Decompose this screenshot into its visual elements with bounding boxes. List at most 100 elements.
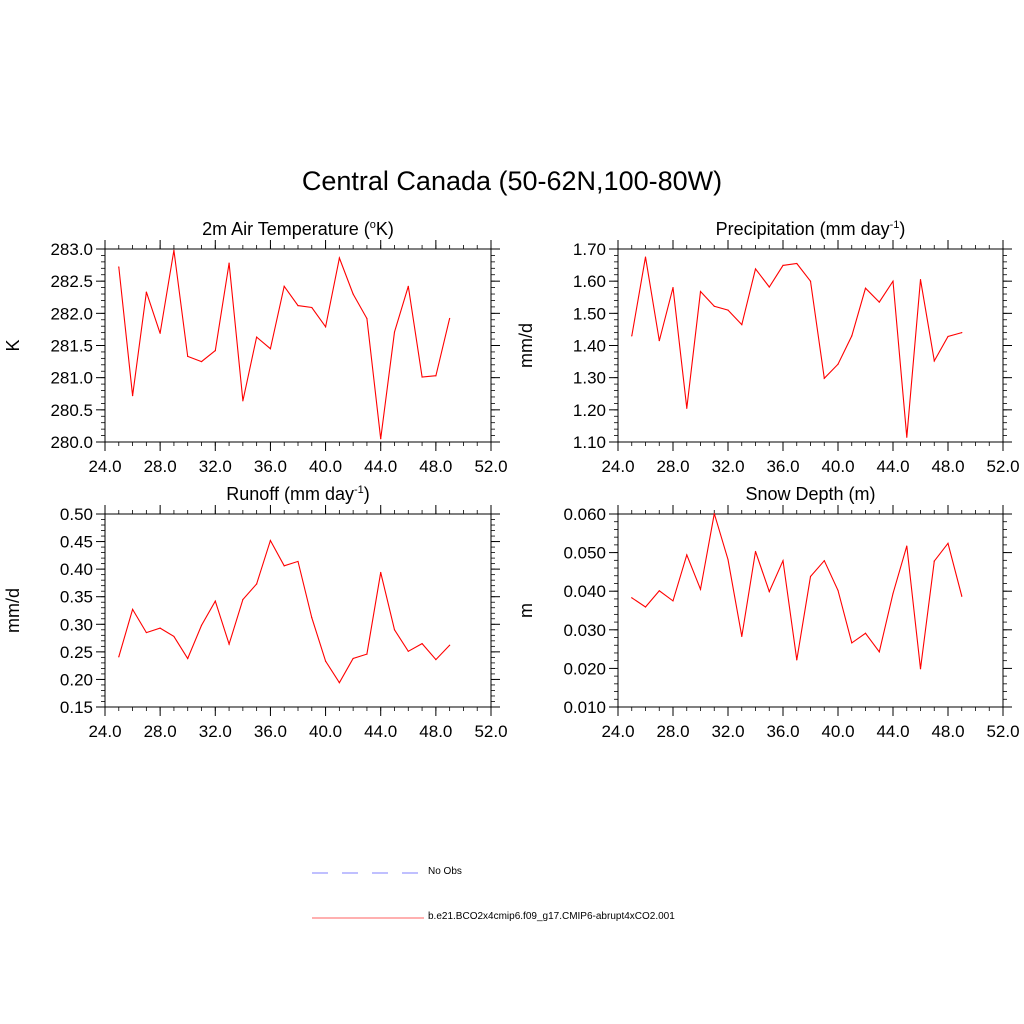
y-tick-label: 0.40 [60,560,93,579]
y-tick-label: 280.5 [50,401,93,420]
plot-frame-snow-depth [617,513,1004,708]
data-point [631,335,633,337]
data-point [118,656,120,658]
y-tick-label: 1.60 [573,272,606,291]
data-point [919,668,922,670]
data-point [449,317,451,320]
x-tick-label: 28.0 [144,722,177,741]
data-point [435,375,437,377]
data-point [741,323,743,326]
y-tick-label: 1.20 [573,401,606,420]
x-tick-label: 44.0 [364,457,397,476]
x-tick-label: 40.0 [821,722,854,741]
x-tick-label: 28.0 [144,457,177,476]
x-tick-label: 36.0 [766,722,799,741]
x-tick-label: 40.0 [309,722,342,741]
data-point [421,376,423,378]
data-point [338,257,340,259]
legend-item-model: b.e21.BCO2x4cmip6.f09_g17.CMIP6-abrupt4x… [310,908,1010,928]
data-point [214,600,216,602]
data-point [768,590,770,593]
x-tick-label: 52.0 [474,457,507,476]
panel-title-runoff: Runoff (mm day-1) [226,484,370,504]
y-tick-label: 0.20 [60,670,93,689]
x-tick-label: 32.0 [199,457,232,476]
x-tick-label: 36.0 [254,457,287,476]
data-point [768,286,770,288]
data-point [311,617,313,619]
y-tick-label: 0.35 [60,588,93,607]
data-point [393,629,396,631]
data-point [947,542,949,544]
y-tick-label: 1.70 [573,240,606,259]
data-point [131,608,134,610]
data-point [933,360,935,362]
data-point [851,335,853,337]
data-point [393,331,396,333]
data-point [864,287,867,289]
data-point [200,360,203,363]
data-point [269,539,272,542]
data-point [947,335,949,338]
data-point [380,438,382,440]
data-point [906,436,908,438]
data-point [352,293,354,295]
data-point [242,598,244,601]
data-point [782,560,784,562]
x-tick-label: 40.0 [309,457,342,476]
data-point [421,642,423,645]
x-tick-label: 52.0 [986,457,1019,476]
x-tick-label: 32.0 [199,722,232,741]
data-point [672,287,674,289]
y-tick-label: 282.0 [50,304,93,323]
series-line-runoff [118,539,450,684]
x-tick-label: 48.0 [419,722,452,741]
panel-snow-depth: 24.0 28.0 32.0 36.0 40.0 44.0 48.0 52.0 0.010 0.0… [516,484,1020,741]
data-point [118,266,120,268]
data-point [823,560,825,562]
x-tick-label: 32.0 [711,457,744,476]
data-point [961,595,963,597]
data-point [366,653,368,655]
x-tick-label: 28.0 [656,722,689,741]
x-tick-label: 36.0 [254,722,287,741]
series-line-precipitation [631,256,962,438]
data-point [782,264,784,267]
data-point [631,597,633,599]
data-point [131,395,134,397]
data-point [644,256,647,258]
x-tick-label: 48.0 [931,457,964,476]
data-point [892,592,894,595]
data-point [754,550,757,553]
data-point [878,651,880,653]
data-point [809,575,812,578]
data-point [796,659,798,661]
panel-temperature: 24.0 28.0 32.0 36.0 40.0 44.0 48.0 52.0 280.0 280… [3,219,508,476]
y-tick-label: 0.060 [563,505,606,524]
data-point [256,336,258,338]
x-tick-label: 40.0 [821,457,854,476]
x-tick-label: 36.0 [766,457,799,476]
data-point [686,407,688,409]
data-point [754,268,757,270]
data-point [809,280,812,282]
y-tick-label: 280.0 [50,433,93,452]
data-point [727,558,729,561]
y-tick-label: 281.5 [50,337,93,356]
x-tick-label: 44.0 [364,722,397,741]
y-tick-label: 0.030 [563,621,606,640]
y-axis-label-precipitation: mm/d [516,323,536,368]
data-point [933,560,935,562]
y-tick-label: 1.50 [573,304,606,323]
data-point [407,650,409,652]
y-tick-label: 1.30 [573,369,606,388]
data-point [699,588,702,590]
x-tick-label: 24.0 [601,722,634,741]
data-point [324,326,327,328]
data-point [366,317,368,320]
data-point [699,290,702,293]
y-tick-label: 0.45 [60,533,93,552]
data-point [145,631,147,634]
y-tick-label: 282.5 [50,272,93,291]
